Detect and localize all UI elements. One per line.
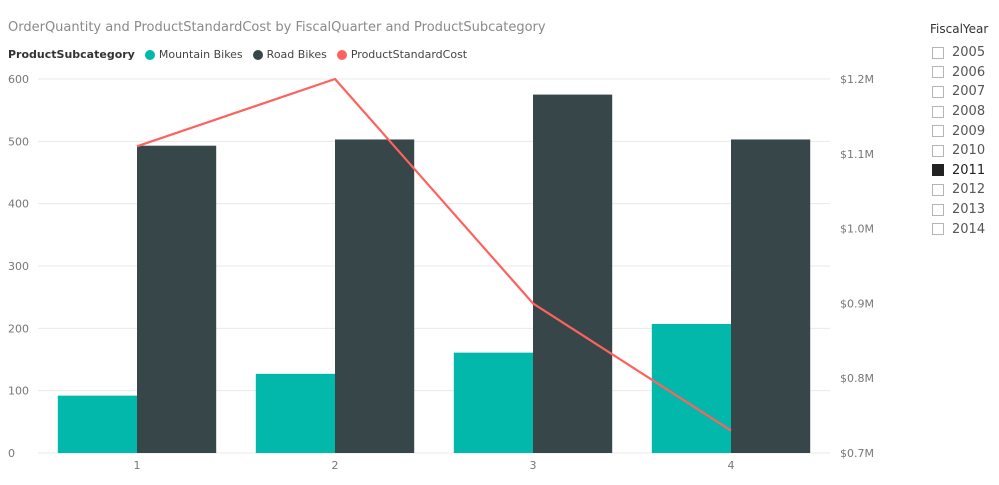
y-axis-tick-label: 300 [8,260,29,273]
bar-road-bikes [533,94,613,453]
checkbox-icon[interactable] [932,105,944,118]
x-axis-tick-label: 1 [134,459,141,472]
y2-axis-tick-label: $0.7M [840,447,874,460]
slicer-title: FiscalYear [930,22,989,36]
legend-title: ProductSubcategory [8,48,135,61]
fiscal-year-slicer: FiscalYear 2005 2006 2007 2008 2009 2010 2011 2… [930,22,988,239]
checkbox-icon[interactable] [932,183,944,196]
circle-marker-icon [336,49,347,60]
y2-axis-tick-label: $1.0M [840,223,874,236]
y-axis-tick-label: 0 [8,447,15,460]
legend-item-product-standard-cost[interactable]: ProductStandardCost [336,48,468,61]
legend-label: Road Bikes [266,48,327,61]
slicer-option-label: 2006 [952,64,986,80]
checkbox-icon[interactable] [932,66,944,79]
slicer-option-2007[interactable]: 2007 [930,82,988,102]
x-axis-tick-label: 4 [728,459,735,472]
x-axis-tick-label: 3 [530,459,537,472]
slicer-option-2011[interactable]: 2011 [930,161,988,181]
slicer-option-2014[interactable]: 2014 [930,219,988,239]
legend-item-mountain-bikes[interactable]: Mountain Bikes [144,48,243,61]
slicer-option-2008[interactable]: 2008 [930,102,988,122]
bar-mountain-bikes [57,395,137,453]
slicer-option-2009[interactable]: 2009 [930,121,988,141]
y-axis-tick-label: 100 [8,385,29,398]
circle-marker-icon [252,49,263,60]
slicer-option-label: 2007 [952,84,986,100]
circle-marker-icon [144,49,155,60]
slicer-option-label: 2005 [952,45,986,61]
slicer-option-2010[interactable]: 2010 [930,141,988,161]
slicer-option-2005[interactable]: 2005 [930,43,988,63]
checkbox-icon[interactable] [932,46,944,59]
slicer-option-label: 2012 [952,182,986,198]
legend-label: Mountain Bikes [158,48,243,61]
y-axis-tick-label: 600 [8,73,29,86]
bar-road-bikes [731,139,811,454]
slicer-option-label: 2011 [952,162,986,178]
slicer-option-label: 2014 [952,221,986,237]
checkbox-icon[interactable] [932,85,944,98]
slicer-option-label: 2010 [952,143,986,159]
checkbox-icon[interactable] [932,125,944,138]
y-axis-tick-label: 400 [8,198,29,211]
slicer-option-label: 2008 [952,104,986,120]
slicer-option-label: 2009 [952,123,986,139]
y2-axis-tick-label: $1.2M [840,73,874,86]
bar-mountain-bikes [255,373,335,453]
slicer-option-2013[interactable]: 2013 [930,200,988,220]
slicer-option-2006[interactable]: 2006 [930,63,988,83]
y-axis-tick-label: 500 [8,135,29,148]
y2-axis-tick-label: $1.1M [840,148,874,161]
bar-road-bikes [137,145,217,454]
slicer-option-2012[interactable]: 2012 [930,180,988,200]
chart-title: OrderQuantity and ProductStandardCost by… [8,20,546,35]
y2-axis-tick-label: $0.8M [840,372,874,385]
bar-road-bikes [335,139,415,454]
legend-label: ProductStandardCost [350,48,468,61]
checkbox-icon[interactable] [932,144,944,157]
legend-item-road-bikes[interactable]: Road Bikes [252,48,327,61]
x-axis-tick-label: 2 [332,459,339,472]
slicer-option-label: 2013 [952,202,986,218]
y-axis-tick-label: 200 [8,322,29,335]
checkbox-icon[interactable] [932,203,944,216]
line-productstandardcost [136,77,732,432]
y2-axis-tick-label: $0.9M [840,297,874,310]
checkbox-icon[interactable] [932,223,944,236]
bar-mountain-bikes [453,352,533,453]
checkbox-icon[interactable] [932,164,944,177]
chart-legend: ProductSubcategory Mountain Bikes Road B… [8,48,477,61]
